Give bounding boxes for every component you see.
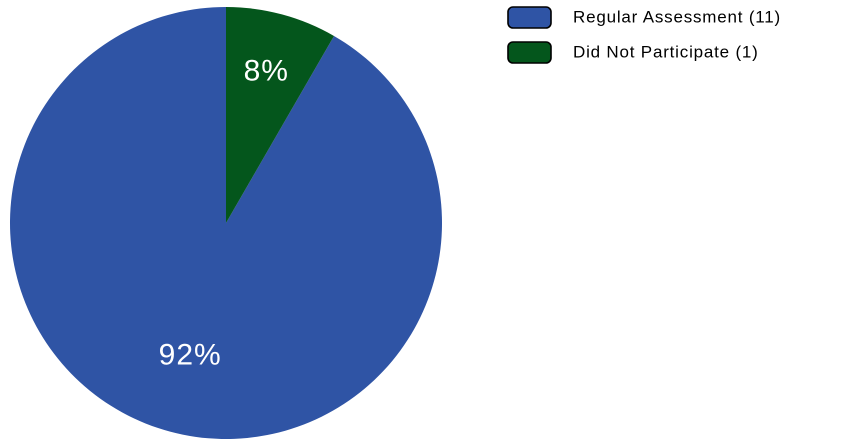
slice-percent-label: 92%	[159, 338, 222, 371]
pie-slice-regular-assessment	[10, 7, 442, 439]
legend-item: Regular Assessment (11)	[507, 6, 781, 29]
pie-slice-did-not-participate	[226, 7, 334, 223]
slice-percent-label: 8%	[244, 55, 289, 88]
legend-label: Regular Assessment (11)	[573, 7, 781, 26]
legend-label: Did Not Participate (1)	[573, 42, 759, 61]
legend-swatch	[507, 6, 552, 29]
pie-slices	[10, 7, 442, 439]
legend-swatch	[507, 41, 552, 64]
chart-legend: Regular Assessment (11) Did Not Participa…	[507, 6, 781, 64]
legend-item: Did Not Participate (1)	[507, 41, 759, 64]
pie-slice-labels: 92% 8%	[159, 55, 289, 372]
